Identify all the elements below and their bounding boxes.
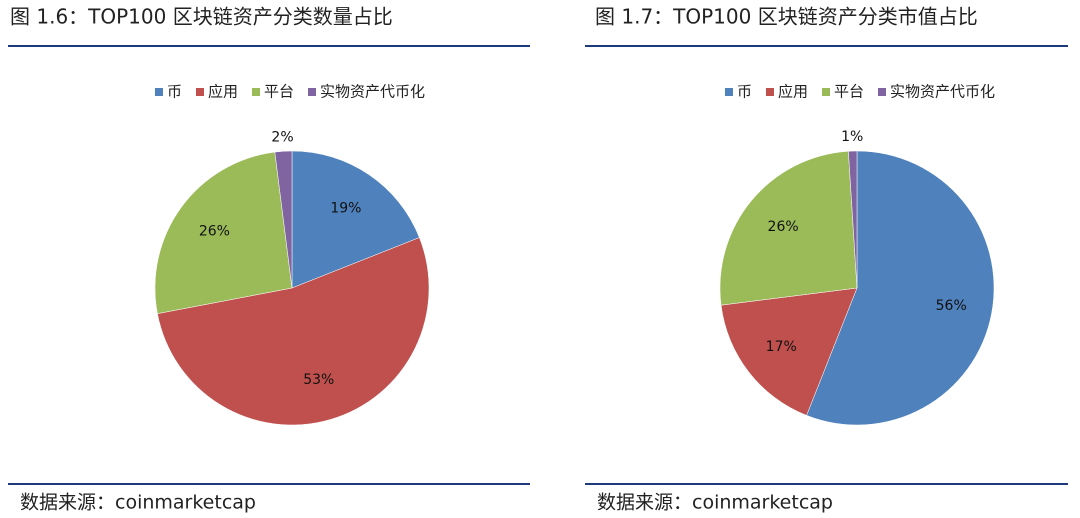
pie-slice bbox=[157, 237, 430, 426]
data-label: 17% bbox=[766, 339, 797, 355]
pie-slice bbox=[291, 150, 420, 289]
legend-swatch bbox=[195, 88, 204, 96]
pie-slice bbox=[720, 287, 858, 416]
legend-label: 实物资产代币化 bbox=[890, 83, 995, 101]
pie-slice bbox=[806, 150, 995, 426]
legend-label: 应用 bbox=[208, 83, 238, 101]
data-label: 53% bbox=[303, 372, 334, 388]
source: 数据来源：coinmarketcap bbox=[20, 492, 256, 514]
legend-label: 平台 bbox=[264, 83, 294, 101]
legend-label: 币 bbox=[167, 83, 182, 101]
legend-swatch bbox=[252, 88, 260, 96]
legend-swatch bbox=[765, 88, 774, 96]
legend-label: 应用 bbox=[778, 83, 808, 101]
pie-slice bbox=[719, 151, 858, 306]
data-label: 26% bbox=[199, 224, 230, 240]
legend-swatch bbox=[154, 88, 163, 96]
legend-label: 实物资产代币化 bbox=[320, 83, 425, 101]
legend-label: 币 bbox=[737, 83, 752, 101]
legend-swatch bbox=[724, 88, 733, 96]
data-label: 26% bbox=[768, 219, 799, 235]
chart-title: 图 1.6：TOP100 区块链资产分类数量占比 bbox=[10, 5, 393, 29]
data-label: 19% bbox=[330, 201, 361, 217]
legend-swatch bbox=[308, 88, 317, 96]
pie-slice bbox=[274, 150, 293, 289]
legend-swatch bbox=[822, 88, 830, 96]
chart-title: 图 1.7：TOP100 区块链资产分类市值占比 bbox=[595, 5, 978, 29]
data-label: 1% bbox=[841, 129, 863, 145]
data-label: 2% bbox=[271, 129, 293, 145]
source: 数据来源：coinmarketcap bbox=[597, 492, 833, 514]
pie-slice bbox=[848, 150, 858, 289]
data-label: 56% bbox=[936, 298, 967, 314]
pie-slice bbox=[154, 151, 293, 314]
legend-label: 平台 bbox=[834, 83, 864, 101]
legend-swatch bbox=[878, 88, 887, 96]
